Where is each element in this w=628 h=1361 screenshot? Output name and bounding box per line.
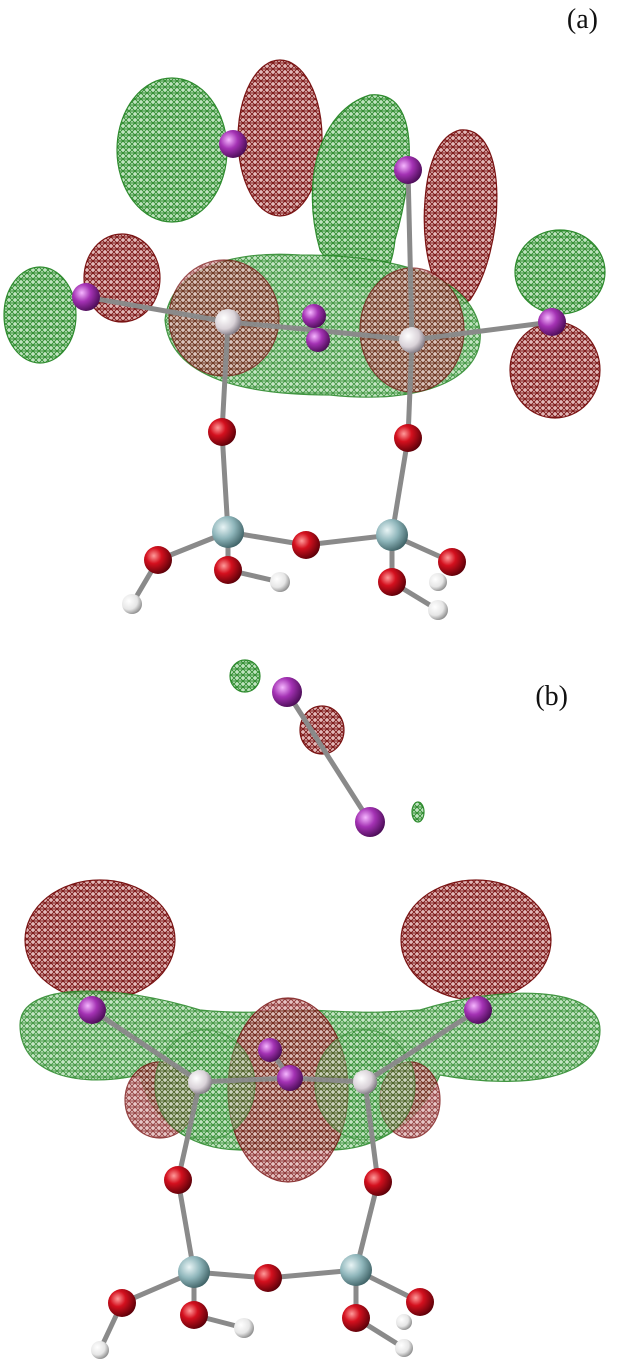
metal-atom — [399, 327, 425, 353]
iodine-atom — [355, 807, 385, 837]
metal-atom — [215, 309, 241, 335]
iodine-atom — [78, 996, 106, 1024]
orbital-lobes-b-top — [229, 659, 425, 823]
oxygen-atom — [438, 548, 466, 576]
green-lobe — [411, 801, 425, 823]
green-lobe — [229, 659, 261, 693]
silicon-atom — [178, 1256, 210, 1288]
oxygen-atom — [254, 1264, 282, 1292]
panel-b — [19, 659, 601, 1359]
atoms-b — [78, 996, 492, 1359]
hydrogen-atom — [396, 1314, 412, 1330]
iodine-atom — [538, 308, 566, 336]
bond — [284, 689, 373, 825]
green-lobe — [3, 266, 77, 364]
orbital-lobes-b — [19, 879, 601, 1183]
panel-a — [3, 59, 606, 620]
metal-atom — [188, 1070, 212, 1094]
iodine-atom — [219, 130, 247, 158]
hydrogen-atom — [122, 594, 142, 614]
oxygen-atom — [144, 546, 172, 574]
oxygen-atom — [292, 531, 320, 559]
oxygen-atom — [214, 556, 242, 584]
hydrogen-atom — [429, 573, 447, 591]
hydrogen-atom — [234, 1318, 254, 1338]
panel-label-a: (a) — [566, 4, 598, 35]
red-lobe — [509, 321, 601, 419]
panel-label-b: (b) — [535, 681, 568, 712]
red-lobe — [299, 705, 345, 755]
red-lobe — [24, 879, 176, 1001]
silicon-atom — [212, 516, 244, 548]
atoms-a — [72, 130, 566, 620]
silicon-atom — [340, 1254, 372, 1286]
iodine-atom — [272, 677, 302, 707]
green-lobe — [116, 77, 228, 223]
metal-atom — [353, 1070, 377, 1094]
oxygen-atom — [406, 1288, 434, 1316]
iodine-atom — [277, 1065, 303, 1091]
iodine-atom — [306, 328, 330, 352]
red-lobe — [400, 879, 552, 1001]
oxygen-atom — [378, 568, 406, 596]
oxygen-atom — [180, 1301, 208, 1329]
oxygen-atom — [394, 424, 422, 452]
hydrogen-atom — [270, 572, 290, 592]
iodine-atom — [258, 1038, 282, 1062]
oxygen-atom — [342, 1304, 370, 1332]
hydrogen-atom — [395, 1339, 413, 1357]
hydrogen-atom — [91, 1341, 109, 1359]
green-lobe — [514, 229, 606, 315]
oxygen-atom — [164, 1166, 192, 1194]
oxygen-atom — [364, 1168, 392, 1196]
iodine-atom — [72, 283, 100, 311]
iodine-atom — [464, 996, 492, 1024]
silicon-atom — [376, 519, 408, 551]
orbital-lobes-a — [3, 59, 606, 419]
iodine-atom — [302, 304, 326, 328]
hydrogen-atom — [428, 600, 448, 620]
oxygen-atom — [208, 418, 236, 446]
iodine-atom — [394, 156, 422, 184]
red-lobe — [237, 59, 323, 217]
oxygen-atom — [108, 1289, 136, 1317]
